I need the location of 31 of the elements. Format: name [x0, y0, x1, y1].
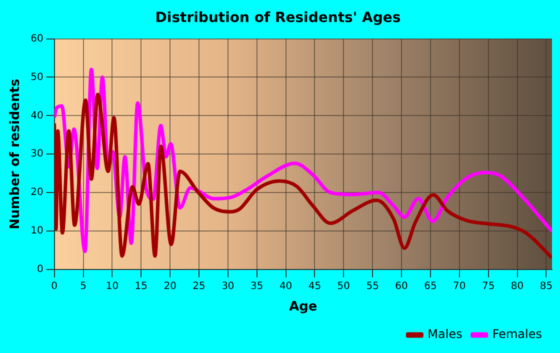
x-tick-label: 25 — [192, 280, 206, 292]
y-tick-label: 0 — [36, 264, 44, 275]
x-tick-label: 40 — [279, 280, 292, 292]
x-tick-label: 60 — [395, 280, 408, 292]
legend-label: Males — [428, 327, 462, 342]
y-tick-label: 20 — [30, 187, 44, 198]
x-tick-label: 50 — [337, 280, 350, 292]
line-series — [54, 92, 552, 260]
x-tick-label: 75 — [482, 280, 495, 292]
y-tick-label: 50 — [30, 72, 44, 83]
y-tick-label: 10 — [30, 226, 44, 237]
x-tick-label: 70 — [453, 280, 466, 292]
x-tick-label: 80 — [510, 280, 524, 292]
y-tick-label: 60 — [30, 33, 44, 44]
chart-title: Distribution of Residents' Ages — [155, 10, 401, 26]
x-tick-label: 30 — [222, 280, 234, 292]
x-axis-title: Age — [289, 300, 318, 315]
x-tick-label: 35 — [250, 280, 264, 292]
y-tick-label: 30 — [30, 148, 44, 160]
x-tick-label: 10 — [106, 280, 119, 292]
y-axis-title: Number of residents — [8, 78, 24, 230]
x-tick-label: 20 — [164, 280, 176, 292]
x-tick-label: 85 — [540, 280, 553, 292]
x-tick-label: 5 — [80, 280, 86, 292]
x-tick-label: 65 — [424, 280, 437, 292]
x-tick-label: 55 — [366, 280, 379, 292]
x-tick-label: 15 — [134, 280, 148, 292]
x-tick-label: 45 — [308, 280, 322, 292]
legend-label: Females — [492, 327, 542, 342]
x-tick-label: 0 — [51, 280, 58, 292]
y-tick-label: 40 — [30, 110, 44, 122]
